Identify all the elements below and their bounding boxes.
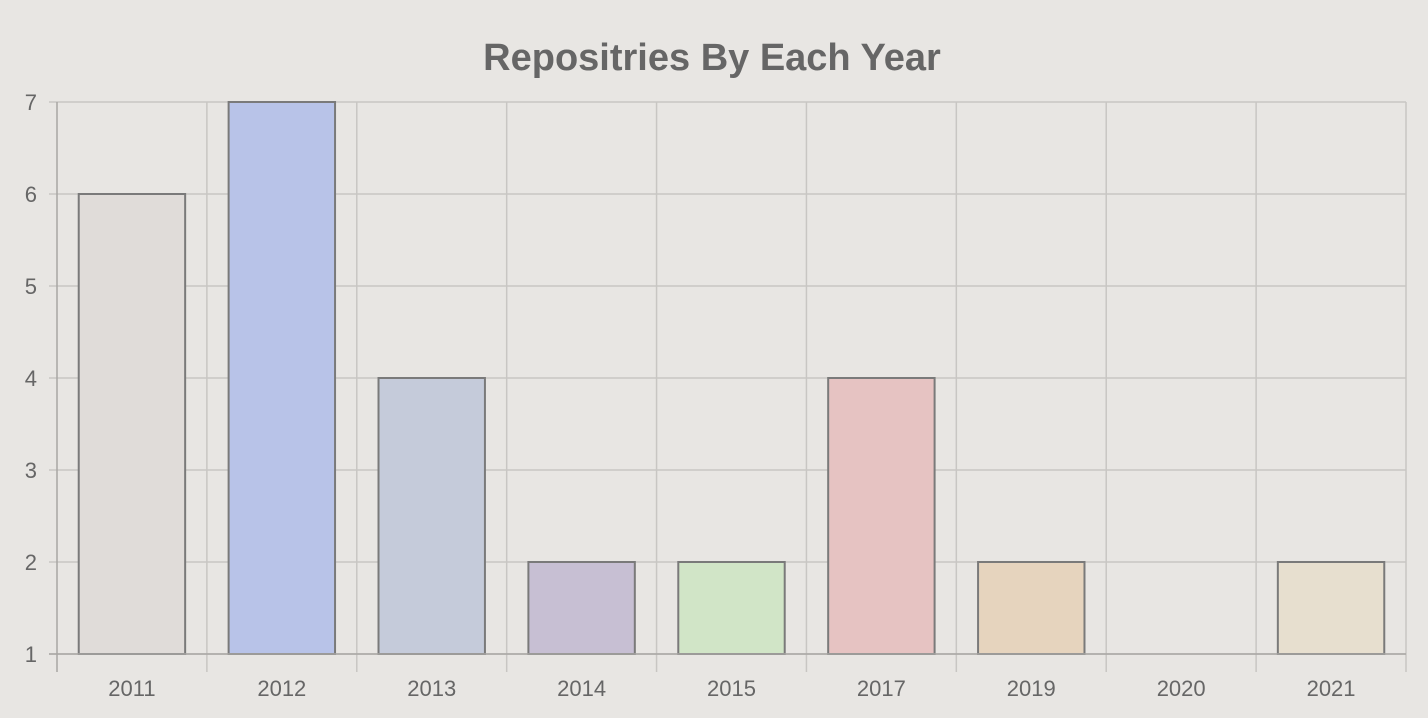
y-tick-label: 7 (25, 90, 37, 115)
x-tick-label: 2021 (1307, 676, 1356, 701)
y-tick-label: 5 (25, 274, 37, 299)
bar-2021[interactable] (1276, 561, 1386, 655)
x-tick-label: 2012 (257, 676, 306, 701)
bars (77, 101, 1386, 655)
x-tick-label: 2017 (857, 676, 906, 701)
chart-title: Repositries By Each Year (483, 37, 941, 79)
y-axis-tick-labels: 1 2 3 4 5 6 7 (25, 90, 37, 667)
bar-2012[interactable] (227, 101, 337, 655)
x-axis-tick-labels: 2011 2012 2013 2014 2015 2017 2019 2020 2021 (108, 676, 1355, 701)
x-tick-label: 2019 (1007, 676, 1056, 701)
bar-2017[interactable] (827, 377, 936, 655)
axes (49, 102, 1406, 672)
bar-2014[interactable] (527, 561, 636, 655)
bar-2013[interactable] (377, 377, 486, 655)
x-tick-label: 2013 (407, 676, 456, 701)
x-tick-label: 2014 (557, 676, 606, 701)
x-tick-label: 2011 (108, 676, 155, 701)
y-tick-label: 3 (25, 458, 37, 483)
x-tick-label: 2020 (1157, 676, 1206, 701)
bar-2011[interactable] (77, 193, 187, 655)
y-tick-label: 6 (25, 182, 37, 207)
x-tick-label: 2015 (707, 676, 756, 701)
y-tick-label: 1 (25, 642, 37, 667)
y-tick-label: 4 (25, 366, 37, 391)
y-tick-label: 2 (25, 550, 37, 575)
bar-2019[interactable] (977, 561, 1086, 655)
bar-2015[interactable] (677, 561, 786, 655)
